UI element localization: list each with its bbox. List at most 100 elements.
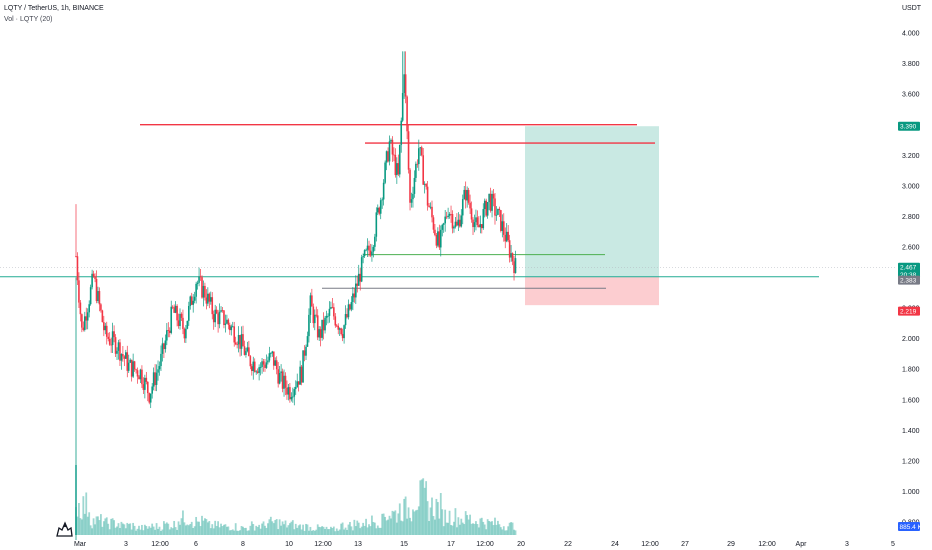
candle-body xyxy=(199,276,202,278)
candle-body xyxy=(507,231,509,241)
candle-body xyxy=(365,249,367,251)
volume-bar xyxy=(192,528,195,535)
candle-body xyxy=(491,193,493,211)
volume-bar xyxy=(129,523,132,535)
candle-body xyxy=(470,208,473,220)
volume-bar xyxy=(277,529,280,535)
x-tick-label: 3 xyxy=(845,541,849,548)
candle-body xyxy=(180,313,183,318)
volume-bar xyxy=(274,520,277,535)
candle-body xyxy=(415,163,417,178)
volume-bar xyxy=(82,496,85,535)
volume-bar xyxy=(375,528,378,535)
volume-bar xyxy=(119,528,121,535)
candle-body xyxy=(287,387,290,395)
volume-bar xyxy=(294,523,297,535)
candle-body xyxy=(166,330,168,341)
candle-body xyxy=(483,200,486,210)
volume-bar xyxy=(228,530,231,535)
volume-bar xyxy=(132,522,135,535)
candle-body xyxy=(379,200,382,214)
volume-bar xyxy=(435,498,438,535)
volume-bar xyxy=(498,524,501,535)
volume-bar xyxy=(335,528,338,535)
volume-bar xyxy=(505,530,508,535)
volume-bar xyxy=(337,530,340,535)
candle-body xyxy=(334,316,337,326)
volume-bar xyxy=(212,528,215,535)
candle-body xyxy=(237,334,240,345)
volume-bar xyxy=(479,518,482,535)
volume-bar xyxy=(379,527,382,535)
volume-bar xyxy=(111,518,114,535)
candle-body xyxy=(381,199,383,201)
candle-body xyxy=(123,356,126,359)
candle-body xyxy=(229,324,231,331)
volume-bar xyxy=(177,521,180,535)
volume-bar xyxy=(220,523,222,535)
candle-body xyxy=(111,331,114,346)
volume-badge: 885.4 K xyxy=(898,522,923,531)
x-tick-label: 6 xyxy=(194,541,198,548)
candle-body xyxy=(91,273,93,288)
candle-body xyxy=(95,278,98,302)
volume-bar xyxy=(414,510,417,535)
volume-bar xyxy=(351,530,354,535)
volume-bar xyxy=(102,521,105,535)
candle-body xyxy=(428,205,430,208)
volume-bar xyxy=(388,515,391,535)
volume-bar xyxy=(422,478,425,535)
volume-bar xyxy=(283,524,285,535)
x-tick-label: Mar xyxy=(74,541,87,548)
candle-body xyxy=(494,198,496,216)
candle-body xyxy=(489,193,492,211)
candle-body xyxy=(132,361,134,377)
candle-body xyxy=(94,276,96,279)
volume-bar xyxy=(341,522,344,535)
volume-bar xyxy=(470,523,473,535)
volume-bar xyxy=(224,524,227,535)
candle-body xyxy=(406,96,408,132)
candle-body xyxy=(104,325,107,331)
candle-body xyxy=(360,257,363,282)
x-tick-label: 27 xyxy=(681,541,689,548)
candle-body xyxy=(388,141,391,162)
candle-body xyxy=(215,309,218,314)
volume-bar xyxy=(331,527,334,535)
volume-bar xyxy=(92,518,95,535)
candle-body xyxy=(403,74,405,94)
volume-bar xyxy=(259,528,262,535)
volume-badge-bg xyxy=(898,522,920,531)
price-badge-bg xyxy=(898,306,920,316)
volume-bar xyxy=(458,524,461,535)
volume-bar xyxy=(363,525,366,535)
volume-bar xyxy=(236,530,239,535)
candle-body xyxy=(207,293,209,304)
volume-bar xyxy=(488,521,491,535)
candle-body xyxy=(160,353,162,367)
volume-bar xyxy=(507,526,510,535)
volume-bar xyxy=(290,521,293,535)
volume-bar xyxy=(448,510,451,535)
candle-body xyxy=(434,229,436,235)
price-badge-label: 2.383 xyxy=(900,277,917,284)
line-layer xyxy=(0,123,895,289)
volume-bar xyxy=(211,524,214,535)
volume-bar xyxy=(482,521,485,535)
y-tick-label: 1.600 xyxy=(902,397,920,404)
volume-bar xyxy=(152,526,155,535)
volume-bar xyxy=(406,518,408,535)
candle-body xyxy=(448,213,451,216)
candle-body xyxy=(227,319,230,325)
tradingview-logo-icon[interactable] xyxy=(53,520,75,538)
volume-bar xyxy=(108,529,111,535)
volume-bar xyxy=(463,524,466,535)
candle-body xyxy=(163,343,165,350)
volume-bar xyxy=(158,526,161,535)
candle-body xyxy=(173,307,175,313)
candle-body xyxy=(482,209,485,229)
candle-body xyxy=(330,307,332,309)
candle-body xyxy=(366,245,369,250)
volume-bar xyxy=(116,526,118,535)
